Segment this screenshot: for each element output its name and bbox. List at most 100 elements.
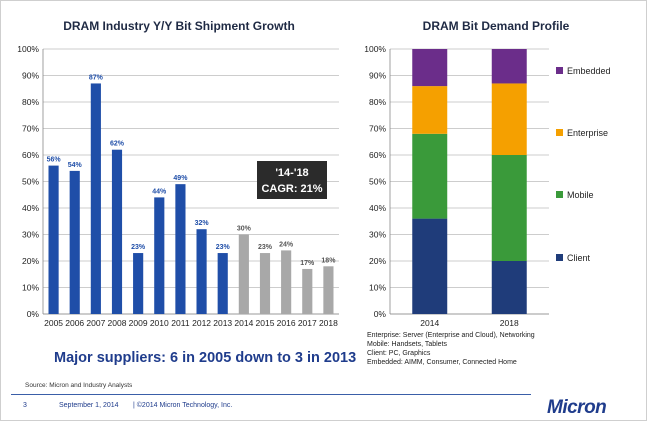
y-tick-label: 10% — [22, 283, 39, 293]
source-note: Source: Micron and Industry Analysts — [25, 382, 133, 389]
y-tick-label: 80% — [22, 97, 39, 107]
legend-swatch-embedded — [556, 67, 563, 74]
stack-segment-embedded — [491, 49, 527, 84]
stack-segment-enterprise — [491, 83, 527, 155]
y-tick-label: 10% — [369, 283, 386, 293]
x-tick-label: 2014 — [234, 318, 253, 328]
legend-label: Client — [567, 253, 591, 263]
x-tick-label: 2009 — [129, 318, 148, 328]
data-label: 62% — [110, 141, 125, 148]
footer-divider — [11, 394, 531, 395]
data-label: 32% — [195, 220, 210, 227]
x-tick-label: 2013 — [213, 318, 232, 328]
category-note: Enterprise: Server (Enterprise and Cloud… — [367, 332, 535, 339]
bar — [133, 253, 144, 314]
y-tick-label: 40% — [22, 203, 39, 213]
stack-segment-client — [491, 261, 527, 314]
footer-copyright: | ©2014 Micron Technology, Inc. — [133, 402, 233, 409]
category-note: Client: PC, Graphics — [367, 350, 431, 357]
bar — [48, 165, 59, 314]
x-tick-label: 2017 — [298, 318, 317, 328]
y-tick-label: 100% — [17, 44, 39, 54]
data-label: 23% — [258, 244, 273, 251]
stack-segment-embedded — [412, 49, 448, 87]
y-tick-label: 70% — [22, 124, 39, 134]
y-tick-label: 20% — [369, 256, 386, 266]
data-label: 44% — [152, 188, 167, 195]
data-label: 49% — [173, 175, 188, 182]
headline: Major suppliers: 6 in 2005 down to 3 in … — [54, 350, 357, 366]
bar — [69, 170, 80, 314]
x-tick-label: 2011 — [171, 318, 190, 328]
stack-segment-mobile — [412, 133, 448, 219]
y-tick-label: 40% — [369, 203, 386, 213]
data-label: 23% — [216, 244, 231, 251]
x-tick-label: 2010 — [150, 318, 169, 328]
legend-label: Enterprise — [567, 128, 608, 138]
data-label: 30% — [237, 226, 252, 233]
legend-label: Embedded — [567, 66, 611, 76]
y-tick-label: 90% — [369, 71, 386, 81]
x-tick-label: 2012 — [192, 318, 211, 328]
bar — [90, 83, 101, 314]
bar — [111, 149, 123, 314]
x-tick-label: 2018 — [319, 318, 338, 328]
y-tick-label: 60% — [369, 150, 386, 160]
stack-segment-mobile — [491, 155, 527, 261]
cagr-box — [257, 161, 327, 199]
x-tick-label: 2008 — [108, 318, 127, 328]
y-tick-label: 50% — [369, 177, 386, 187]
micron-logo: Micron — [547, 397, 607, 418]
x-tick-label: 2014 — [420, 318, 439, 328]
bar — [259, 253, 271, 314]
bar — [323, 266, 334, 314]
y-tick-label: 30% — [369, 230, 386, 240]
left-chart-title: DRAM Industry Y/Y Bit Shipment Growth — [63, 19, 295, 33]
x-tick-label: 2005 — [44, 318, 63, 328]
y-tick-label: 80% — [369, 97, 386, 107]
bar — [175, 184, 186, 314]
legend-swatch-mobile — [556, 191, 563, 198]
footer: 3 September 1, 2014 | ©2014 Micron Techn… — [1, 392, 647, 422]
x-tick-label: 2015 — [256, 318, 275, 328]
data-label: 56% — [47, 157, 62, 164]
category-note: Mobile: Handsets, Tablets — [367, 341, 448, 348]
legend-swatch-client — [556, 254, 563, 261]
bar — [196, 229, 207, 314]
bar — [154, 197, 165, 314]
x-tick-label: 2018 — [500, 318, 519, 328]
data-label: 54% — [68, 162, 83, 169]
y-tick-label: 90% — [22, 71, 39, 81]
y-tick-label: 20% — [22, 256, 39, 266]
page-number: 3 — [23, 402, 27, 409]
shipment-growth-chart: 0% 10% 20% 30% 40% 50% 60% 70% 80% 90% 100% 56% 2005… — [17, 44, 339, 328]
y-tick-label: 50% — [22, 177, 39, 187]
y-tick-label: 70% — [369, 124, 386, 134]
bar — [281, 250, 292, 314]
stack-segment-client — [412, 218, 448, 314]
x-tick-label: 2006 — [65, 318, 84, 328]
y-tick-label: 0% — [374, 309, 387, 319]
data-label: 24% — [279, 241, 294, 248]
x-tick-label: 2007 — [86, 318, 105, 328]
right-chart-title: DRAM Bit Demand Profile — [423, 19, 570, 33]
legend-swatch-enterprise — [556, 129, 563, 136]
cagr-period: '14-'18 — [275, 167, 308, 179]
bar — [238, 234, 249, 314]
data-label: 87% — [89, 74, 104, 81]
bar — [217, 253, 228, 314]
bar — [302, 268, 313, 314]
category-note: Embedded: AIMM, Consumer, Connected Home — [367, 359, 517, 366]
data-label: 17% — [300, 260, 315, 267]
demand-profile-chart: 0% 10% 20% 30% 40% 50% 60% 70% 80% 90% 100% 2014 201… — [364, 44, 610, 366]
data-label: 23% — [131, 244, 146, 251]
y-tick-label: 100% — [364, 44, 386, 54]
legend-label: Mobile — [567, 190, 594, 200]
y-tick-label: 0% — [27, 309, 40, 319]
data-label: 18% — [321, 257, 336, 264]
y-tick-label: 30% — [22, 230, 39, 240]
x-tick-label: 2016 — [277, 318, 296, 328]
y-tick-label: 60% — [22, 150, 39, 160]
cagr-value: CAGR: 21% — [261, 183, 322, 195]
